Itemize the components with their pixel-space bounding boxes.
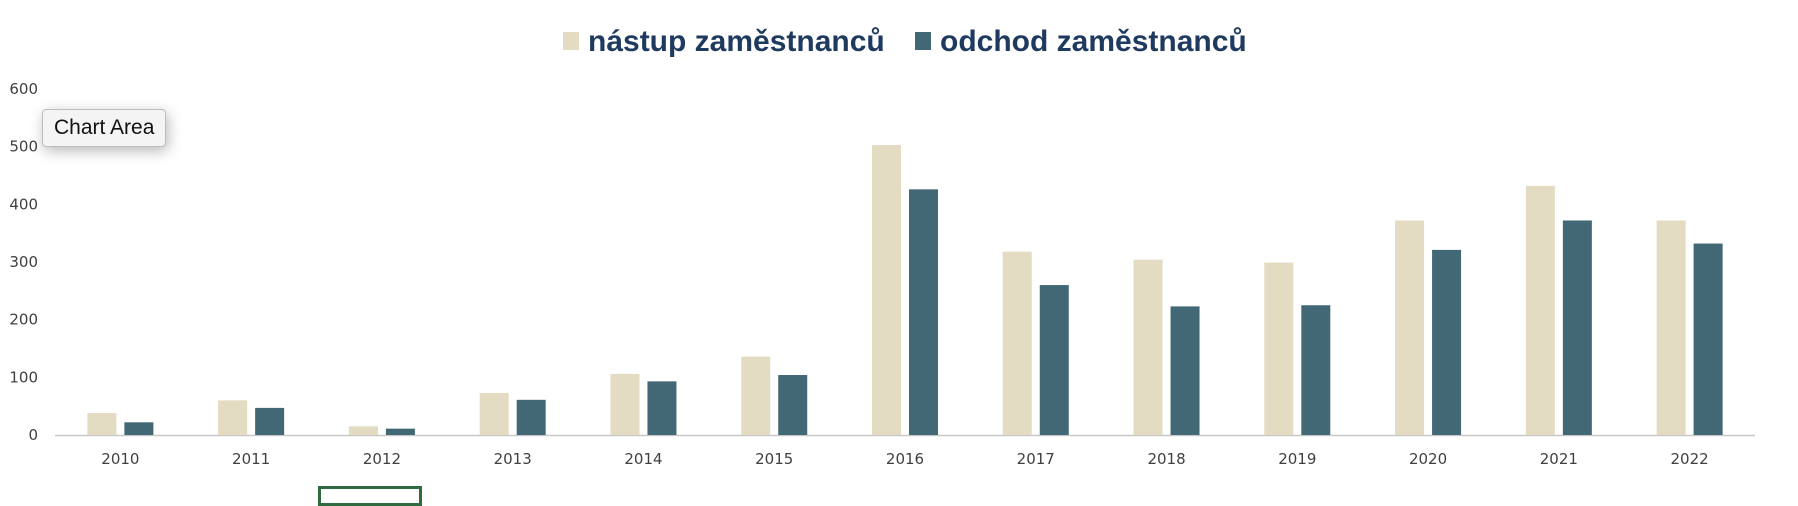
bar-chart: nástup zaměstnanců odchod zaměstnanců 0 1… [9, 25, 1755, 468]
bar-odchod[interactable] [647, 381, 677, 435]
bar-odchod[interactable] [1693, 243, 1723, 435]
x-tick-label: 2013 [494, 450, 532, 468]
x-axis-ticks: 2010 2011 2012 2013 2014 2015 2016 2017 2018 2019… [101, 450, 1708, 468]
x-tick-label: 2019 [1278, 450, 1316, 468]
legend-label-odchod: odchod zaměstnanců [940, 25, 1247, 58]
bar-odchod[interactable] [516, 399, 546, 435]
bar-nastup[interactable] [1133, 259, 1163, 435]
x-tick-label: 2012 [363, 450, 401, 468]
bar-odchod[interactable] [1170, 306, 1200, 435]
bar-odchod[interactable] [1301, 305, 1331, 435]
legend-swatch-odchod [915, 32, 931, 50]
x-tick-label: 2016 [886, 450, 924, 468]
y-tick-label: 300 [9, 253, 38, 271]
x-tick-label: 2010 [101, 450, 139, 468]
y-tick-label: 200 [9, 311, 38, 329]
x-tick-label: 2014 [624, 450, 662, 468]
x-tick-label: 2018 [1147, 450, 1185, 468]
bar-odchod[interactable] [909, 189, 938, 435]
x-tick-label: 2022 [1671, 450, 1709, 468]
bar-nastup[interactable] [1656, 220, 1686, 435]
x-tick-label: 2011 [232, 450, 270, 468]
y-axis-ticks: 0 100 200 300 400 500 600 [9, 80, 38, 444]
bar-nastup[interactable] [218, 400, 248, 435]
legend: nástup zaměstnanců odchod zaměstnanců [563, 25, 1247, 58]
bar-odchod[interactable] [1039, 285, 1069, 435]
bar-nastup[interactable] [1395, 220, 1425, 435]
y-tick-label: 500 [9, 138, 38, 156]
chart-area-tooltip: Chart Area [42, 109, 167, 147]
bar-odchod[interactable] [1432, 249, 1462, 435]
bar-nastup[interactable] [1525, 185, 1555, 435]
bar-nastup[interactable] [479, 392, 509, 435]
legend-swatch-nastup [563, 32, 579, 50]
bar-nastup[interactable] [741, 356, 771, 435]
x-tick-label: 2017 [1017, 450, 1055, 468]
bar-nastup[interactable] [348, 426, 378, 435]
bar-nastup[interactable] [872, 144, 901, 436]
bar-nastup[interactable] [610, 373, 640, 435]
selected-cell[interactable] [318, 486, 422, 506]
bar-odchod[interactable] [778, 375, 808, 435]
legend-label-nastup: nástup zaměstnanců [588, 25, 885, 58]
bar-odchod[interactable] [385, 428, 415, 435]
x-tick-label: 2021 [1540, 450, 1578, 468]
y-tick-label: 100 [9, 368, 38, 386]
bar-odchod[interactable] [1562, 220, 1592, 435]
bar-nastup[interactable] [87, 413, 117, 435]
bar-nastup[interactable] [1002, 251, 1032, 435]
y-tick-label: 400 [9, 195, 38, 213]
y-tick-label: 600 [9, 80, 38, 98]
bar-odchod[interactable] [255, 407, 285, 435]
x-tick-label: 2020 [1409, 450, 1447, 468]
y-tick-label: 0 [28, 426, 38, 444]
bar-nastup[interactable] [1264, 262, 1294, 435]
x-tick-label: 2015 [755, 450, 793, 468]
bars [87, 144, 1723, 436]
bar-odchod[interactable] [124, 422, 154, 435]
